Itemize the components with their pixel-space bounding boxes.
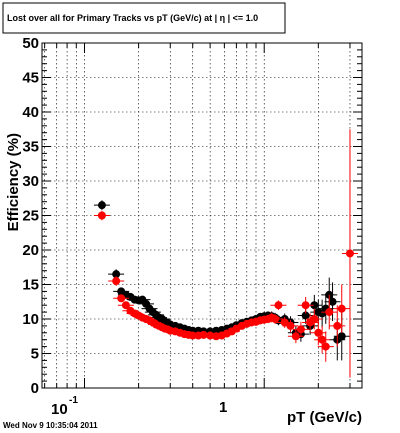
y-tick-labels: 0 5 10 15 20 25 30 35 40 45 50 (22, 35, 39, 397)
y-tick-label: 10 (22, 311, 39, 328)
data-point (301, 311, 310, 320)
data-point (337, 304, 346, 313)
data-point (121, 301, 130, 310)
y-tick-label: 15 (22, 277, 39, 294)
data-point (337, 332, 346, 341)
data-point (310, 315, 319, 323)
data-point (291, 332, 300, 341)
y-tick-label: 50 (22, 35, 39, 52)
data-point (117, 294, 126, 303)
data-point (280, 318, 289, 327)
data-point (97, 211, 106, 220)
grid (42, 43, 362, 388)
data-point (206, 331, 215, 340)
y-tick-label: 35 (22, 139, 39, 156)
data-point (296, 325, 305, 334)
data-point (345, 249, 354, 258)
x-axis-title: pT (GeV/c) (287, 409, 362, 426)
data-point (112, 277, 121, 286)
data-point (318, 335, 327, 344)
y-tick-label: 0 (31, 380, 39, 397)
y-tick-label: 30 (22, 173, 39, 190)
data-point (112, 270, 121, 279)
data-point (274, 301, 283, 310)
series-1 (93, 129, 358, 378)
y-axis-title: Efficiency (%) (5, 133, 22, 231)
title-frame (2, 2, 286, 34)
data-point (310, 301, 319, 310)
x-tick-labels: 10 -1 1 (51, 395, 227, 418)
data-point (271, 315, 280, 323)
timestamp-footer: Wed Nov 9 10:35:04 2011 (3, 421, 98, 430)
title-box: Lost over all for Primary Tracks vs pT (… (2, 2, 286, 34)
chart-title: Lost over all for Primary Tracks vs pT (… (7, 13, 258, 23)
axis-ticks (42, 42, 362, 389)
data-point (328, 297, 337, 306)
y-tick-label: 25 (22, 208, 39, 225)
y-tick-label: 40 (22, 104, 39, 121)
data-point (301, 301, 310, 310)
data-point (321, 342, 330, 351)
x-tick-label-base: 10 (51, 401, 68, 418)
y-tick-label: 5 (31, 346, 39, 363)
y-tick-label: 20 (22, 242, 39, 259)
data-point (286, 321, 295, 330)
data-point (333, 321, 342, 330)
x-tick-label-one: 1 (219, 399, 227, 416)
data-point (97, 201, 106, 210)
data-series (93, 129, 358, 378)
data-point (325, 308, 334, 317)
data-point (199, 330, 208, 339)
x-tick-label-exponent: -1 (69, 395, 78, 406)
data-point (314, 328, 323, 337)
y-tick-label: 45 (22, 70, 39, 87)
